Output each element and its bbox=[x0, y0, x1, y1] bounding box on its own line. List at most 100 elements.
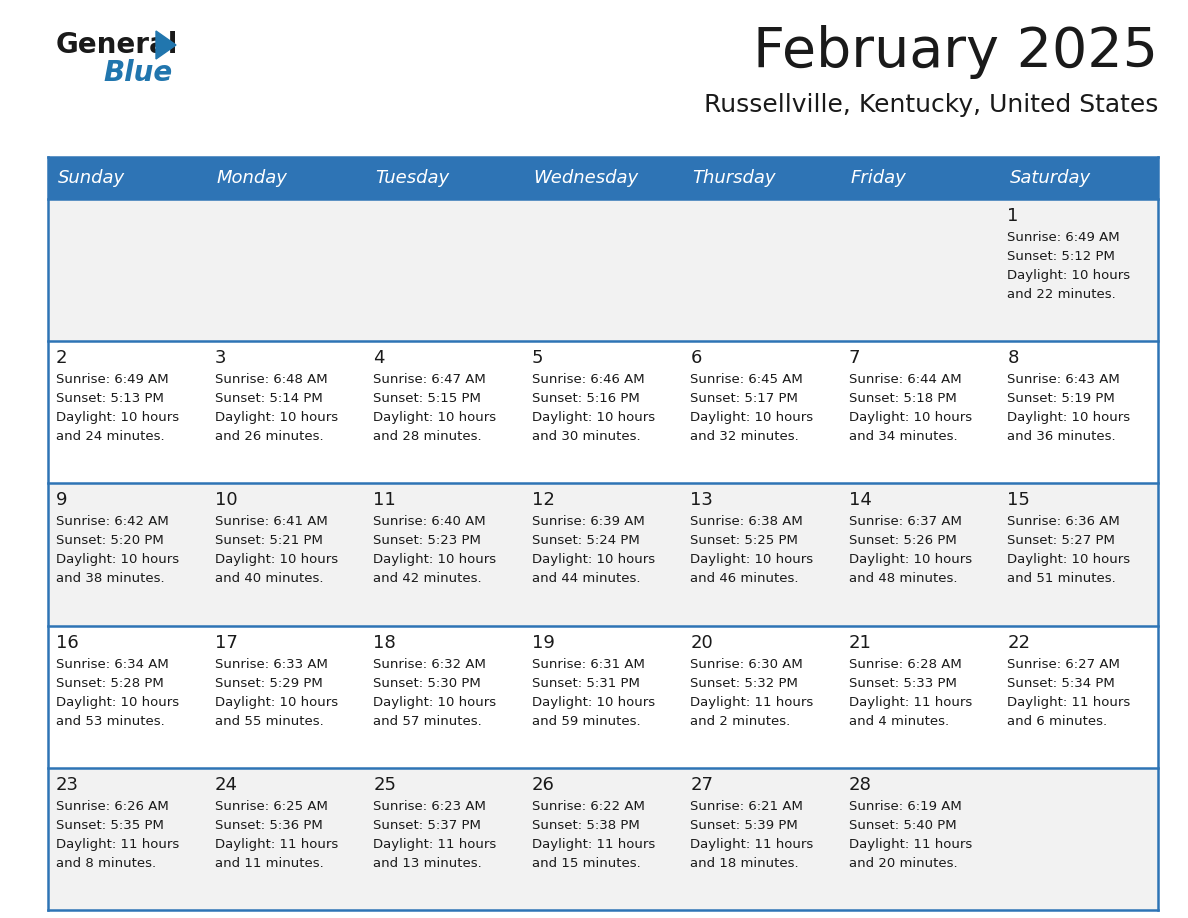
Text: Sunrise: 6:32 AM: Sunrise: 6:32 AM bbox=[373, 657, 486, 671]
Text: Sunrise: 6:44 AM: Sunrise: 6:44 AM bbox=[849, 374, 961, 386]
Text: Sunrise: 6:26 AM: Sunrise: 6:26 AM bbox=[56, 800, 169, 812]
Text: Sunset: 5:40 PM: Sunset: 5:40 PM bbox=[849, 819, 956, 832]
Text: 26: 26 bbox=[532, 776, 555, 794]
Bar bbox=[48, 767, 207, 910]
Text: Daylight: 10 hours: Daylight: 10 hours bbox=[373, 411, 497, 424]
Text: and 53 minutes.: and 53 minutes. bbox=[56, 714, 165, 728]
Text: 22: 22 bbox=[1007, 633, 1030, 652]
Text: 1: 1 bbox=[1007, 207, 1019, 225]
Text: Sunset: 5:37 PM: Sunset: 5:37 PM bbox=[373, 819, 481, 832]
Text: Daylight: 10 hours: Daylight: 10 hours bbox=[532, 696, 655, 709]
Bar bbox=[365, 767, 524, 910]
Text: Sunrise: 6:27 AM: Sunrise: 6:27 AM bbox=[1007, 657, 1120, 671]
Bar bbox=[365, 625, 524, 767]
Text: Daylight: 10 hours: Daylight: 10 hours bbox=[1007, 411, 1131, 424]
Text: 4: 4 bbox=[373, 349, 385, 367]
Text: Sunset: 5:34 PM: Sunset: 5:34 PM bbox=[1007, 677, 1116, 689]
Text: Sunset: 5:26 PM: Sunset: 5:26 PM bbox=[849, 534, 956, 547]
Text: and 13 minutes.: and 13 minutes. bbox=[373, 856, 482, 869]
Text: Sunset: 5:24 PM: Sunset: 5:24 PM bbox=[532, 534, 639, 547]
Text: Sunrise: 6:40 AM: Sunrise: 6:40 AM bbox=[373, 515, 486, 529]
Text: Sunrise: 6:42 AM: Sunrise: 6:42 AM bbox=[56, 515, 169, 529]
Text: Sunday: Sunday bbox=[58, 169, 125, 187]
Text: 5: 5 bbox=[532, 349, 543, 367]
Text: Sunrise: 6:39 AM: Sunrise: 6:39 AM bbox=[532, 515, 644, 529]
Text: Sunset: 5:19 PM: Sunset: 5:19 PM bbox=[1007, 392, 1116, 405]
Bar bbox=[207, 767, 365, 910]
Text: Monday: Monday bbox=[216, 169, 287, 187]
Bar bbox=[999, 484, 1158, 625]
Text: Sunrise: 6:21 AM: Sunrise: 6:21 AM bbox=[690, 800, 803, 812]
Bar bbox=[999, 341, 1158, 484]
Bar bbox=[841, 484, 999, 625]
Bar bbox=[682, 341, 841, 484]
Text: Sunrise: 6:38 AM: Sunrise: 6:38 AM bbox=[690, 515, 803, 529]
Text: Sunset: 5:25 PM: Sunset: 5:25 PM bbox=[690, 534, 798, 547]
Text: Daylight: 10 hours: Daylight: 10 hours bbox=[56, 411, 179, 424]
Text: Daylight: 11 hours: Daylight: 11 hours bbox=[1007, 696, 1131, 709]
Text: 3: 3 bbox=[215, 349, 226, 367]
Text: Sunset: 5:28 PM: Sunset: 5:28 PM bbox=[56, 677, 164, 689]
Bar bbox=[682, 625, 841, 767]
Text: Daylight: 10 hours: Daylight: 10 hours bbox=[56, 696, 179, 709]
Text: Sunset: 5:17 PM: Sunset: 5:17 PM bbox=[690, 392, 798, 405]
Text: Daylight: 10 hours: Daylight: 10 hours bbox=[373, 554, 497, 566]
Text: 24: 24 bbox=[215, 776, 238, 794]
Text: 19: 19 bbox=[532, 633, 555, 652]
Text: Daylight: 10 hours: Daylight: 10 hours bbox=[532, 554, 655, 566]
Bar bbox=[999, 199, 1158, 341]
Text: Sunset: 5:38 PM: Sunset: 5:38 PM bbox=[532, 819, 639, 832]
Text: Sunrise: 6:47 AM: Sunrise: 6:47 AM bbox=[373, 374, 486, 386]
Text: and 32 minutes.: and 32 minutes. bbox=[690, 431, 800, 443]
Text: Daylight: 10 hours: Daylight: 10 hours bbox=[849, 554, 972, 566]
Text: Daylight: 10 hours: Daylight: 10 hours bbox=[56, 554, 179, 566]
Text: Daylight: 11 hours: Daylight: 11 hours bbox=[849, 838, 972, 851]
Text: and 22 minutes.: and 22 minutes. bbox=[1007, 288, 1117, 301]
Text: Sunrise: 6:28 AM: Sunrise: 6:28 AM bbox=[849, 657, 961, 671]
Text: Daylight: 10 hours: Daylight: 10 hours bbox=[215, 554, 337, 566]
Text: 2: 2 bbox=[56, 349, 68, 367]
Text: Sunset: 5:16 PM: Sunset: 5:16 PM bbox=[532, 392, 639, 405]
Bar bbox=[524, 625, 682, 767]
Text: and 38 minutes.: and 38 minutes. bbox=[56, 573, 165, 586]
Bar bbox=[524, 767, 682, 910]
Text: 8: 8 bbox=[1007, 349, 1019, 367]
Text: Sunrise: 6:23 AM: Sunrise: 6:23 AM bbox=[373, 800, 486, 812]
Text: Daylight: 11 hours: Daylight: 11 hours bbox=[373, 838, 497, 851]
Text: Sunset: 5:27 PM: Sunset: 5:27 PM bbox=[1007, 534, 1116, 547]
Text: 7: 7 bbox=[849, 349, 860, 367]
Text: Sunrise: 6:43 AM: Sunrise: 6:43 AM bbox=[1007, 374, 1120, 386]
Text: Sunrise: 6:49 AM: Sunrise: 6:49 AM bbox=[56, 374, 169, 386]
Text: Daylight: 10 hours: Daylight: 10 hours bbox=[215, 696, 337, 709]
Text: Sunrise: 6:41 AM: Sunrise: 6:41 AM bbox=[215, 515, 328, 529]
Text: Sunset: 5:30 PM: Sunset: 5:30 PM bbox=[373, 677, 481, 689]
Text: 17: 17 bbox=[215, 633, 238, 652]
Text: Friday: Friday bbox=[851, 169, 906, 187]
Text: 25: 25 bbox=[373, 776, 396, 794]
Bar bbox=[524, 341, 682, 484]
Text: Sunrise: 6:19 AM: Sunrise: 6:19 AM bbox=[849, 800, 961, 812]
Text: Sunrise: 6:45 AM: Sunrise: 6:45 AM bbox=[690, 374, 803, 386]
Bar bbox=[524, 199, 682, 341]
Text: 16: 16 bbox=[56, 633, 78, 652]
Text: 10: 10 bbox=[215, 491, 238, 509]
Text: 12: 12 bbox=[532, 491, 555, 509]
Text: 21: 21 bbox=[849, 633, 872, 652]
Text: February 2025: February 2025 bbox=[753, 25, 1158, 79]
Text: and 6 minutes.: and 6 minutes. bbox=[1007, 714, 1107, 728]
Text: 28: 28 bbox=[849, 776, 872, 794]
Bar bbox=[207, 341, 365, 484]
Polygon shape bbox=[156, 31, 176, 59]
Text: Daylight: 11 hours: Daylight: 11 hours bbox=[532, 838, 655, 851]
Text: General: General bbox=[56, 31, 178, 59]
Text: Sunset: 5:13 PM: Sunset: 5:13 PM bbox=[56, 392, 164, 405]
Text: 6: 6 bbox=[690, 349, 702, 367]
Bar bbox=[999, 767, 1158, 910]
Text: Daylight: 11 hours: Daylight: 11 hours bbox=[849, 696, 972, 709]
Text: and 28 minutes.: and 28 minutes. bbox=[373, 431, 482, 443]
Text: and 2 minutes.: and 2 minutes. bbox=[690, 714, 790, 728]
Text: Sunset: 5:35 PM: Sunset: 5:35 PM bbox=[56, 819, 164, 832]
Text: 23: 23 bbox=[56, 776, 78, 794]
Bar bbox=[365, 484, 524, 625]
Text: and 24 minutes.: and 24 minutes. bbox=[56, 431, 165, 443]
